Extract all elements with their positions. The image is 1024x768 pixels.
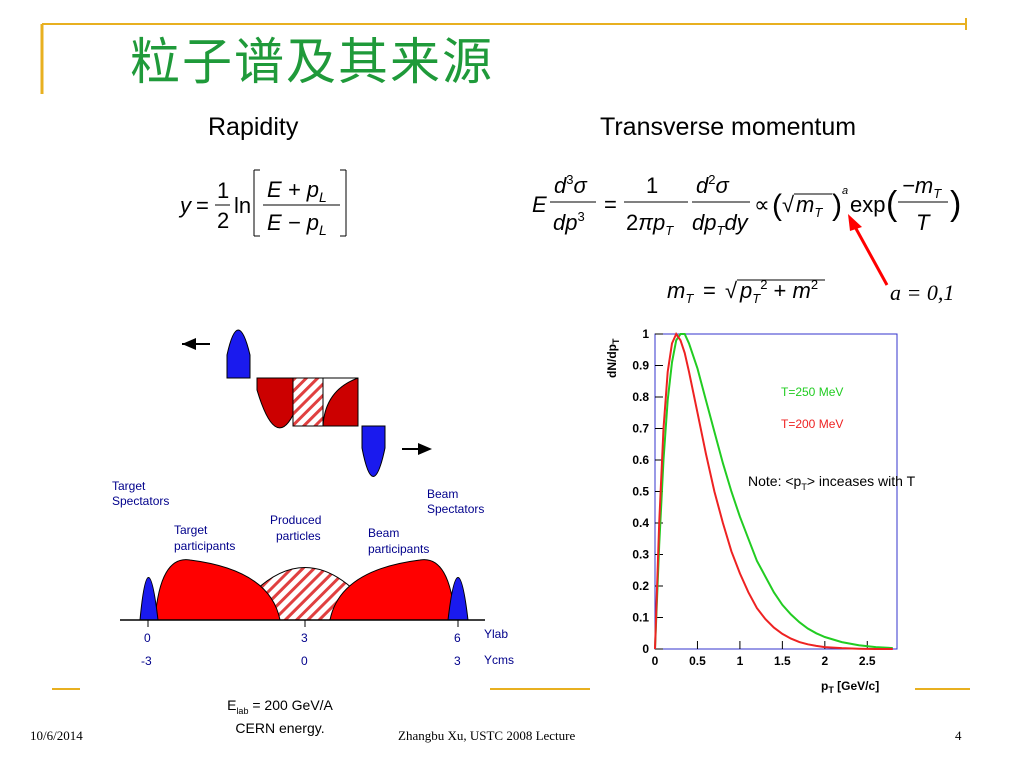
x-tick-label: 0.5 — [689, 654, 706, 668]
svg-text:√: √ — [782, 192, 795, 217]
x-tick-label: 1 — [737, 654, 744, 668]
svg-text:2πpT: 2πpT — [626, 210, 674, 238]
svg-text:mT: mT — [667, 278, 694, 306]
target-nucleus-blob — [226, 329, 251, 379]
target-spectators-peak — [139, 577, 159, 621]
y-tick-label: 0.2 — [632, 579, 649, 593]
pt-spectrum-formula: E d3σ dp3 = 1 2πpT d2σ dpTdy ∝ ( √ mT ) … — [532, 172, 961, 238]
ylab-tick: 0 — [144, 631, 151, 645]
svg-text:): ) — [950, 185, 961, 223]
svg-text:=: = — [604, 192, 617, 217]
svg-text:−mT: −mT — [902, 173, 942, 201]
y-tick-label: 0.6 — [632, 453, 649, 467]
svg-text:pT2 + m2: pT2 + m2 — [739, 277, 818, 306]
chart-note: Note: <pT> inceases with T — [748, 473, 916, 492]
beam-spectators-peak — [447, 577, 469, 621]
collision-sketch — [182, 329, 432, 477]
x-tick-label: 2.5 — [859, 654, 876, 668]
ylab-tick: 3 — [301, 631, 308, 645]
legend-250: T=250 MeV — [781, 385, 843, 399]
mt-formula: mT = √ pT2 + m2 — [667, 277, 825, 306]
svg-text:dpTdy: dpTdy — [692, 210, 750, 238]
ycms-tick: 3 — [454, 654, 461, 668]
x-tick-label: 1.5 — [774, 654, 791, 668]
beam-participants-label: Beam participants — [368, 526, 429, 556]
ycms-tick: 0 — [301, 654, 308, 668]
beam-participant-blob — [322, 377, 359, 427]
target-participant-blob — [256, 377, 294, 429]
svg-text:a: a — [842, 185, 848, 197]
y-tick-label: 0.8 — [632, 390, 649, 404]
svg-text:y: y — [178, 193, 193, 218]
target-participants-region — [154, 559, 281, 621]
svg-text:E + pL: E + pL — [267, 177, 327, 205]
y-tick-label: 1 — [642, 327, 649, 341]
y-axis-label: dN/dpT — [605, 338, 621, 378]
svg-text:1: 1 — [217, 178, 229, 203]
pt-spectrum-chart: 0 0.5 1 1.5 2 2.5 0 0.1 0.2 0.3 0.4 0.5 0.6 0.7 0.8 0.9… — [605, 327, 898, 695]
y-tick-label: 0.1 — [632, 611, 649, 625]
ylab-label: Ylab — [484, 627, 508, 641]
a-values: a = 0,1 — [890, 280, 955, 305]
transverse-heading: Transverse momentum — [600, 113, 857, 141]
x-tick-label: 0 — [652, 654, 659, 668]
svg-text:T: T — [916, 210, 931, 235]
series-line-1 — [654, 331, 893, 650]
svg-text:=: = — [703, 278, 716, 303]
svg-text:(: ( — [772, 189, 782, 222]
legend-200: T=200 MeV — [781, 417, 843, 431]
footer-page: 4 — [955, 728, 962, 743]
energy-note: Elab = 200 GeV/A CERN energy. — [227, 697, 333, 736]
svg-text:d2σ: d2σ — [696, 172, 729, 198]
svg-text:ln: ln — [234, 193, 251, 218]
y-tick-label: 0.3 — [632, 548, 649, 562]
ycms-tick: -3 — [141, 654, 152, 668]
target-spectators-label: Target Spectators — [112, 479, 169, 508]
y-tick-label: 0.4 — [632, 516, 649, 530]
beam-participants-region — [329, 559, 456, 621]
svg-text:√: √ — [725, 278, 738, 303]
footer-date: 10/6/2014 — [30, 728, 83, 743]
produced-blob — [292, 377, 324, 427]
footer-center: Zhangbu Xu, USTC 2008 Lecture — [398, 728, 576, 743]
target-participants-label: Target participants — [174, 523, 235, 553]
slide-title: 粒子谱及其来源 — [130, 33, 494, 91]
svg-text:=: = — [196, 193, 209, 218]
svg-text:1: 1 — [646, 173, 658, 198]
annotation-arrow — [848, 214, 889, 286]
produced-particles-label: Produced particles — [270, 513, 321, 543]
svg-text:d3σ: d3σ — [554, 172, 587, 198]
rapidity-formula: y = 1 2 ln E + pL E − pL — [178, 169, 347, 238]
x-tick-label: 2 — [821, 654, 828, 668]
beam-nucleus-blob — [361, 425, 386, 477]
svg-text:mT: mT — [796, 192, 823, 220]
y-tick-label: 0.7 — [632, 422, 649, 436]
svg-text:(: ( — [886, 185, 898, 223]
rapidity-distribution: Target Spectators Beam Spectators Target pa… — [112, 479, 514, 668]
rapidity-heading: Rapidity — [208, 113, 299, 141]
svg-text:E: E — [532, 192, 547, 217]
svg-text:∝: ∝ — [754, 192, 770, 217]
svg-text:E − pL: E − pL — [267, 210, 327, 238]
ycms-label: Ycms — [484, 653, 514, 667]
y-tick-label: 0 — [642, 642, 649, 656]
ylab-tick: 6 — [454, 631, 461, 645]
series-line-0 — [654, 333, 893, 650]
y-tick-label: 0.5 — [632, 485, 649, 499]
beam-spectators-label: Beam Spectators — [427, 487, 484, 516]
svg-text:2: 2 — [217, 208, 229, 233]
svg-text:): ) — [832, 189, 842, 222]
svg-text:dp3: dp3 — [553, 209, 585, 235]
svg-text:exp: exp — [850, 192, 885, 217]
y-tick-label: 0.9 — [632, 359, 649, 373]
x-axis-label: pT [GeV/c] — [821, 679, 879, 695]
